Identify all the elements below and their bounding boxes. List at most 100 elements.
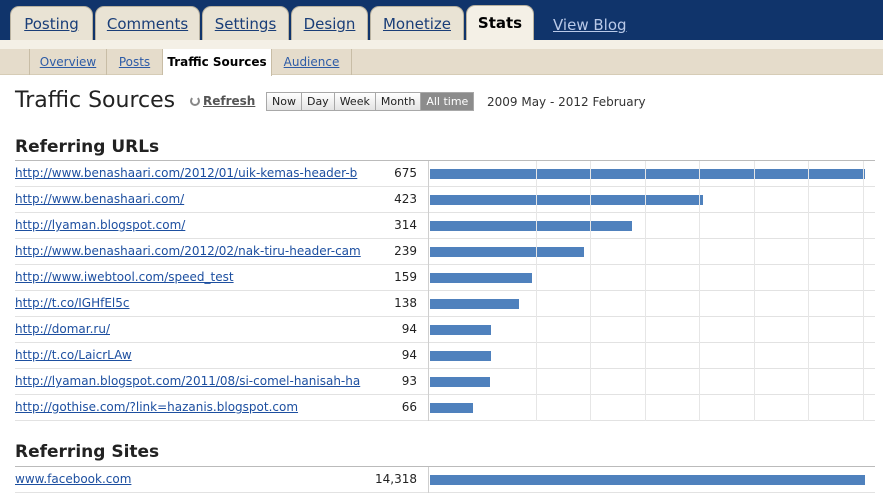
table-row: http://www.benashaari.com/2012/01/uik-ke… xyxy=(15,161,875,187)
referring-sites-heading: Referring Sites xyxy=(15,442,160,462)
subtab-posts[interactable]: Posts xyxy=(107,49,163,75)
bar-track xyxy=(428,213,875,239)
bar-track xyxy=(428,291,875,317)
table-row: www.facebook.com 14,318 xyxy=(15,467,875,493)
tab-monetize-label: Monetize xyxy=(382,15,451,33)
refresh-label: Refresh xyxy=(203,94,256,108)
sub-nav-bar: Overview Posts Traffic Sources Audience xyxy=(0,49,883,76)
referrer-link[interactable]: http://gothise.com/?link=hazanis.blogspo… xyxy=(15,400,299,414)
pageview-count: 239 xyxy=(394,244,417,258)
tab-comments[interactable]: Comments xyxy=(95,6,200,40)
referrer-link[interactable]: http://t.co/LaicrLAw xyxy=(15,348,132,362)
subtab-audience[interactable]: Audience xyxy=(272,49,352,75)
table-row: http://t.co/IGHfEl5c 138 xyxy=(15,291,875,317)
tab-settings[interactable]: Settings xyxy=(202,6,289,40)
subtab-traffic-sources-label: Traffic Sources xyxy=(167,55,267,69)
referring-sites-divider xyxy=(15,466,875,467)
chart-gridline xyxy=(699,161,700,421)
tab-underband xyxy=(0,40,883,49)
subtab-overview-label: Overview xyxy=(39,55,97,69)
range-month-button[interactable]: Month xyxy=(375,93,422,110)
tab-design-label: Design xyxy=(303,15,356,33)
table-row: http://www.benashaari.com/423 xyxy=(15,187,875,213)
tab-design[interactable]: Design xyxy=(291,6,368,40)
traffic-bar xyxy=(430,273,532,283)
bar-track xyxy=(428,467,875,493)
date-range-label: 2009 May - 2012 February xyxy=(487,95,646,109)
referrer-link[interactable]: http://www.iwebtool.com/speed_test xyxy=(15,270,234,284)
table-row: http://www.benashaari.com/2012/02/nak-ti… xyxy=(15,239,875,265)
page-title: Traffic Sources xyxy=(15,88,176,113)
tab-settings-label: Settings xyxy=(214,15,277,33)
referrer-link[interactable]: http://www.benashaari.com/ xyxy=(15,192,185,206)
bar-track xyxy=(428,187,875,213)
range-all-time-button[interactable]: All time xyxy=(421,93,474,110)
time-range-selector: Now Day Week Month All time xyxy=(266,92,475,111)
table-row: http://domar.ru/94 xyxy=(15,317,875,343)
table-row: http://www.iwebtool.com/speed_test 159 xyxy=(15,265,875,291)
range-day-button[interactable]: Day xyxy=(301,93,335,110)
table-row: http://gothise.com/?link=hazanis.blogspo… xyxy=(15,395,875,421)
tab-stats[interactable]: Stats xyxy=(466,5,534,41)
chart-gridline xyxy=(863,161,864,421)
tab-monetize[interactable]: Monetize xyxy=(370,6,464,40)
pageview-count: 314 xyxy=(394,218,417,232)
pageview-count: 675 xyxy=(394,166,417,180)
pageview-count: 94 xyxy=(401,348,417,362)
referring-urls-heading: Referring URLs xyxy=(15,137,160,157)
tab-stats-label: Stats xyxy=(477,14,523,32)
chart-gridline xyxy=(808,161,809,421)
referrer-link[interactable]: http://lyaman.blogspot.com/2011/08/si-co… xyxy=(15,374,361,388)
referrer-link[interactable]: http://www.benashaari.com/2012/01/uik-ke… xyxy=(15,166,358,180)
subtab-traffic-sources[interactable]: Traffic Sources xyxy=(163,49,272,76)
chart-gridline xyxy=(754,161,755,421)
pageview-count: 94 xyxy=(401,322,417,336)
bar-track xyxy=(428,239,875,265)
traffic-bar xyxy=(430,403,473,413)
referrer-link[interactable]: http://lyaman.blogspot.com/ xyxy=(15,218,186,232)
bar-track xyxy=(428,343,875,369)
refresh-icon xyxy=(190,96,200,106)
traffic-bar xyxy=(430,325,491,335)
subtab-audience-label: Audience xyxy=(283,55,340,69)
chart-gridline xyxy=(645,161,646,421)
referrer-link[interactable]: http://domar.ru/ xyxy=(15,322,110,336)
bar-track xyxy=(428,395,875,421)
table-row: http://lyaman.blogspot.com/314 xyxy=(15,213,875,239)
pageview-count: 159 xyxy=(394,270,417,284)
table-row: http://t.co/LaicrLAw 94 xyxy=(15,343,875,369)
top-nav-bar: Posting Comments Settings Design Monetiz… xyxy=(0,0,883,41)
traffic-bar xyxy=(430,475,865,485)
pageview-count: 423 xyxy=(394,192,417,206)
table-row: http://lyaman.blogspot.com/2011/08/si-co… xyxy=(15,369,875,395)
subtab-overview[interactable]: Overview xyxy=(29,49,107,75)
range-now-button[interactable]: Now xyxy=(267,93,302,110)
chart-gridline xyxy=(590,161,591,421)
traffic-bar xyxy=(430,195,703,205)
pageview-count: 138 xyxy=(394,296,417,310)
referrer-link[interactable]: http://t.co/IGHfEl5c xyxy=(15,296,130,310)
refresh-button[interactable]: Refresh xyxy=(190,94,255,108)
referring-urls-divider xyxy=(15,160,875,161)
pageview-count: 66 xyxy=(401,400,417,414)
pageview-count: 14,318 xyxy=(375,472,417,486)
bar-track xyxy=(428,369,875,395)
bar-track xyxy=(428,317,875,343)
view-blog-link[interactable]: View Blog xyxy=(553,16,627,34)
traffic-bar xyxy=(430,351,491,361)
range-week-button[interactable]: Week xyxy=(334,93,376,110)
traffic-bar xyxy=(430,377,490,387)
subtab-posts-label: Posts xyxy=(118,55,151,69)
tab-posting-label: Posting xyxy=(24,15,79,33)
tab-comments-label: Comments xyxy=(106,15,189,33)
referrer-link[interactable]: www.facebook.com xyxy=(15,472,132,486)
traffic-bar xyxy=(430,221,632,231)
tab-posting[interactable]: Posting xyxy=(10,6,93,40)
traffic-bar xyxy=(430,299,519,309)
referrer-link[interactable]: http://www.benashaari.com/2012/02/nak-ti… xyxy=(15,244,361,258)
chart-gridline xyxy=(536,161,537,421)
bar-track xyxy=(428,265,875,291)
traffic-bar xyxy=(430,169,865,179)
bar-track xyxy=(428,161,875,187)
pageview-count: 93 xyxy=(401,374,417,388)
